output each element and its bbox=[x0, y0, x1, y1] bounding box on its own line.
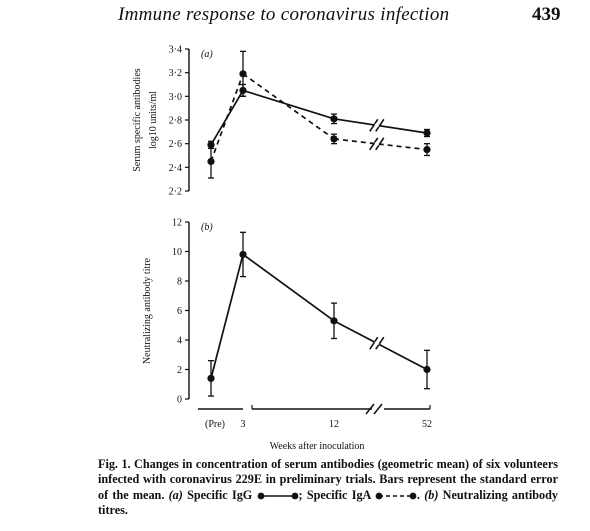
y-tick-label: 0 bbox=[177, 395, 182, 406]
caption-text-5: Neutralizing antibody titres. bbox=[98, 487, 558, 518]
data-point bbox=[423, 365, 431, 374]
y-tick-label: 2·2 bbox=[169, 187, 182, 198]
series-segment-neutralizing-antibody-titres bbox=[210, 254, 244, 379]
data-point bbox=[239, 70, 247, 78]
y-axis-title-a-units: log10 units/ml bbox=[148, 91, 159, 149]
y-tick-label: 2·8 bbox=[169, 116, 182, 127]
y-tick-label: 8 bbox=[177, 277, 182, 288]
x-tick-label: (Pre) bbox=[205, 419, 225, 430]
series-break-mark bbox=[369, 118, 379, 132]
figure-svg: 2·2 2·4 2·6 2·8 3·0 3·2 3·4 (a) 0 2 4 6 8 10 12 (b) Seru… bbox=[132, 45, 432, 453]
legend-iga-dashed-icon bbox=[375, 492, 417, 500]
running-header-title: Immune response to coronavirus infection bbox=[118, 4, 450, 25]
y-tick-label: 6 bbox=[177, 306, 182, 317]
series-break-mark bbox=[369, 137, 379, 151]
caption-text-1: Fig. 1. Changes in concentration of seru… bbox=[98, 457, 558, 502]
y-tick-label: 4 bbox=[177, 336, 182, 347]
series-segment-specific-igg bbox=[333, 117, 428, 134]
y-tick-label: 10 bbox=[172, 247, 182, 258]
caption-text-3: ; Specific IgA bbox=[298, 487, 375, 502]
legend-igg-solid-icon bbox=[257, 492, 298, 500]
x-axis-title: Weeks after inoculation bbox=[270, 441, 365, 452]
y-tick-label: 2·6 bbox=[169, 139, 182, 150]
figure-caption: Fig. 1. Changes in concentration of seru… bbox=[98, 457, 558, 519]
data-point bbox=[423, 129, 431, 137]
x-axis-break-mark bbox=[373, 403, 383, 415]
x-tick-label: 3 bbox=[241, 419, 246, 430]
data-point bbox=[207, 374, 215, 382]
x-tick-label: 12 bbox=[329, 419, 339, 430]
y-tick-label: 3·0 bbox=[169, 92, 182, 103]
caption-panel-b: (b) bbox=[424, 487, 439, 502]
series-segment-specific-iga bbox=[210, 73, 244, 162]
caption-panel-a: (a) bbox=[168, 487, 183, 502]
x-axis-break-mark bbox=[365, 403, 375, 415]
panel-label: (a) bbox=[201, 49, 213, 60]
series-break-mark bbox=[375, 118, 385, 132]
series-segment-neutralizing-antibody-titres bbox=[333, 320, 428, 371]
data-point bbox=[423, 145, 431, 154]
data-point bbox=[239, 250, 247, 259]
series-break-mark bbox=[375, 137, 385, 151]
y-tick-label: 2 bbox=[177, 365, 182, 376]
data-point bbox=[207, 157, 215, 166]
data-point bbox=[330, 115, 338, 123]
series-break-mark bbox=[369, 336, 379, 350]
series-segment-specific-iga bbox=[333, 138, 428, 151]
data-point bbox=[330, 135, 338, 143]
y-tick-label: 12 bbox=[172, 218, 182, 229]
y-axis-title-b: Neutralizing antibody titre bbox=[142, 257, 153, 364]
panel-label: (b) bbox=[201, 222, 213, 233]
series-break-mark bbox=[375, 336, 385, 350]
caption-text-2: Specific IgG bbox=[182, 487, 257, 502]
series-segment-specific-iga bbox=[242, 73, 335, 140]
y-tick-label: 3·2 bbox=[169, 68, 182, 79]
data-point bbox=[330, 317, 338, 325]
y-tick-label: 2·4 bbox=[169, 163, 182, 174]
y-axis-title-a: Serum specific antibodies bbox=[132, 68, 143, 171]
x-tick-label: 52 bbox=[422, 419, 432, 430]
y-tick-label: 3·4 bbox=[169, 45, 182, 56]
series-segment-neutralizing-antibody-titres bbox=[242, 253, 335, 322]
page-number: 439 bbox=[532, 4, 561, 25]
caption-text-4: . bbox=[416, 487, 425, 502]
series-segment-specific-igg bbox=[242, 89, 335, 120]
